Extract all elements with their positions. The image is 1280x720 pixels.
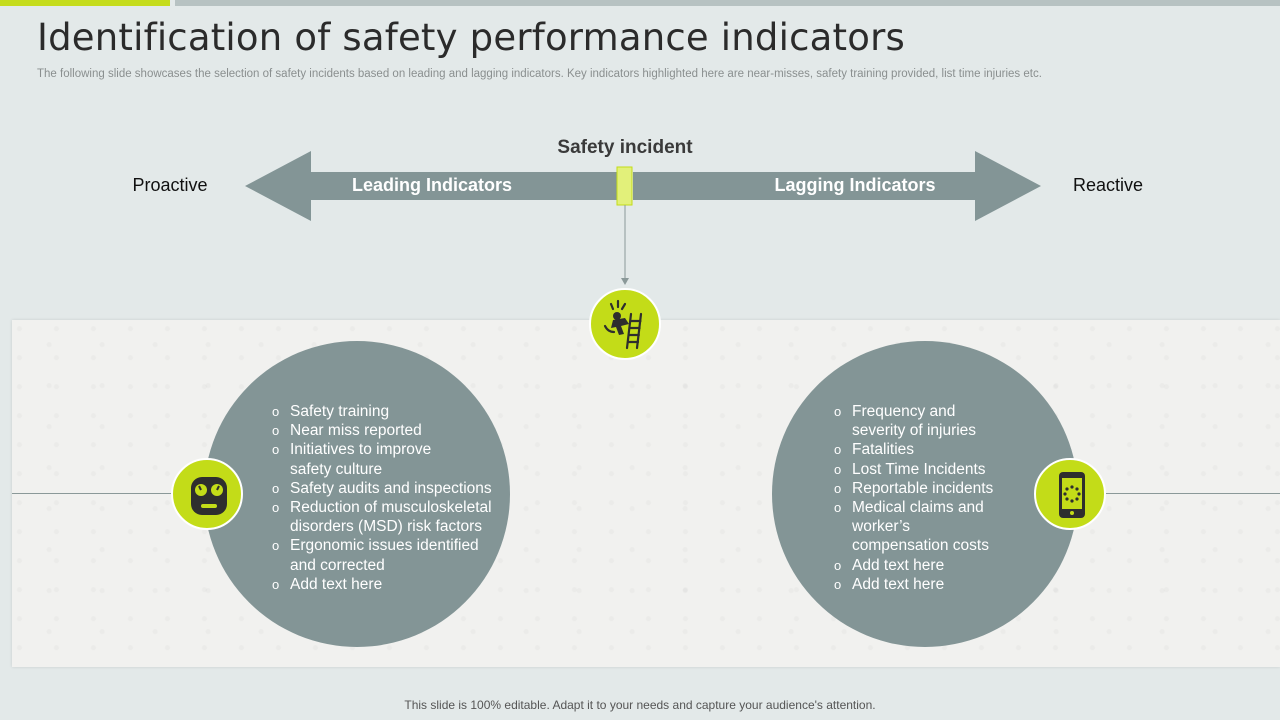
proactive-label: Proactive (132, 175, 208, 195)
list-item: Medical claims and worker’s compensation… (834, 498, 1034, 556)
list-item: Ergonomic issues identified and correcte… (272, 536, 507, 574)
list-item: Add text here (834, 575, 1034, 594)
safety-incident-label: Safety incident (557, 137, 693, 158)
top-gray-bar (175, 0, 1280, 6)
list-item: Fatalities (834, 440, 1034, 459)
lagging-indicators-label: Lagging Indicators (774, 175, 936, 195)
leading-indicators-list: Safety training Near miss reported Initi… (272, 402, 507, 594)
list-item: Initiatives to improve safety culture (272, 440, 507, 478)
list-item: Near miss reported (272, 421, 507, 440)
list-item: Add text here (834, 556, 1034, 575)
gauge-face-icon (171, 458, 243, 530)
center-marker (616, 166, 633, 206)
lagging-indicators-circle: Frequency and severity of injuries Fatal… (772, 341, 1078, 647)
right-connector-line (1106, 493, 1280, 494)
list-item: Lost Time Incidents (834, 460, 1034, 479)
reactive-label: Reactive (1072, 175, 1144, 195)
leading-indicators-label: Leading Indicators (351, 175, 513, 195)
worker-fall-ladder-icon (589, 288, 661, 360)
lagging-arrow-shape (633, 151, 1041, 221)
footer-note: This slide is 100% editable. Adapt it to… (404, 698, 876, 712)
page-subtitle: The following slide showcases the select… (37, 68, 1042, 80)
page-title: Identification of safety performance ind… (37, 16, 905, 59)
list-item: Add text here (272, 575, 507, 594)
list-item: Reduction of musculoskeletal disorders (… (272, 498, 507, 536)
list-item: Frequency and severity of injuries (834, 402, 1034, 440)
leading-indicators-circle: Safety training Near miss reported Initi… (204, 341, 510, 647)
list-item: Safety audits and inspections (272, 479, 507, 498)
left-connector-line (12, 493, 172, 494)
top-accent-bar (0, 0, 170, 6)
list-item: Reportable incidents (834, 479, 1034, 498)
lagging-indicators-list: Frequency and severity of injuries Fatal… (834, 402, 1034, 594)
leading-arrow-shape (245, 151, 617, 221)
center-connector-arrowhead (621, 278, 629, 285)
list-item: Safety training (272, 402, 507, 421)
mobile-phone-icon (1034, 458, 1106, 530)
